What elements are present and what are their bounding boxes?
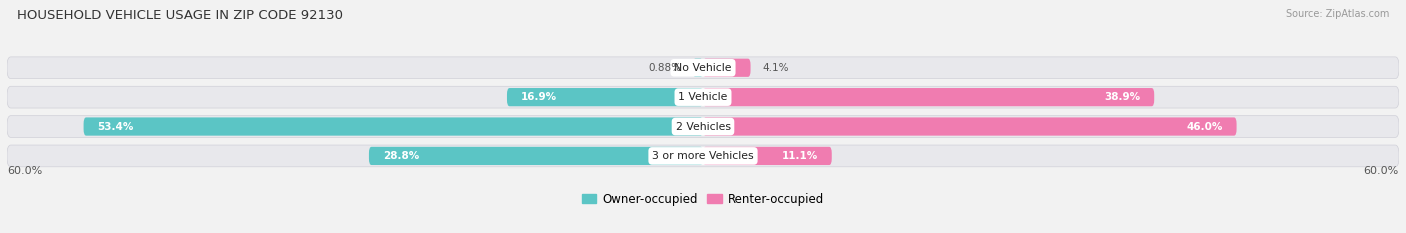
Text: 60.0%: 60.0%	[7, 167, 42, 176]
FancyBboxPatch shape	[508, 88, 703, 106]
FancyBboxPatch shape	[703, 59, 751, 77]
Text: 60.0%: 60.0%	[1364, 167, 1399, 176]
Text: 2 Vehicles: 2 Vehicles	[675, 122, 731, 132]
Legend: Owner-occupied, Renter-occupied: Owner-occupied, Renter-occupied	[578, 188, 828, 210]
Text: 53.4%: 53.4%	[97, 122, 134, 132]
FancyBboxPatch shape	[83, 117, 703, 136]
FancyBboxPatch shape	[703, 117, 1237, 136]
FancyBboxPatch shape	[693, 59, 703, 77]
Text: 4.1%: 4.1%	[762, 63, 789, 73]
FancyBboxPatch shape	[7, 145, 1399, 167]
FancyBboxPatch shape	[7, 116, 1399, 137]
FancyBboxPatch shape	[703, 88, 1154, 106]
Text: 11.1%: 11.1%	[782, 151, 818, 161]
Text: 3 or more Vehicles: 3 or more Vehicles	[652, 151, 754, 161]
FancyBboxPatch shape	[7, 57, 1399, 79]
Text: 46.0%: 46.0%	[1187, 122, 1223, 132]
FancyBboxPatch shape	[703, 147, 832, 165]
Text: 38.9%: 38.9%	[1104, 92, 1140, 102]
Text: No Vehicle: No Vehicle	[675, 63, 731, 73]
FancyBboxPatch shape	[368, 147, 703, 165]
FancyBboxPatch shape	[7, 86, 1399, 108]
Text: 0.88%: 0.88%	[648, 63, 681, 73]
Text: 28.8%: 28.8%	[382, 151, 419, 161]
Text: 16.9%: 16.9%	[520, 92, 557, 102]
Text: 1 Vehicle: 1 Vehicle	[678, 92, 728, 102]
Text: HOUSEHOLD VEHICLE USAGE IN ZIP CODE 92130: HOUSEHOLD VEHICLE USAGE IN ZIP CODE 9213…	[17, 9, 343, 22]
Text: Source: ZipAtlas.com: Source: ZipAtlas.com	[1285, 9, 1389, 19]
